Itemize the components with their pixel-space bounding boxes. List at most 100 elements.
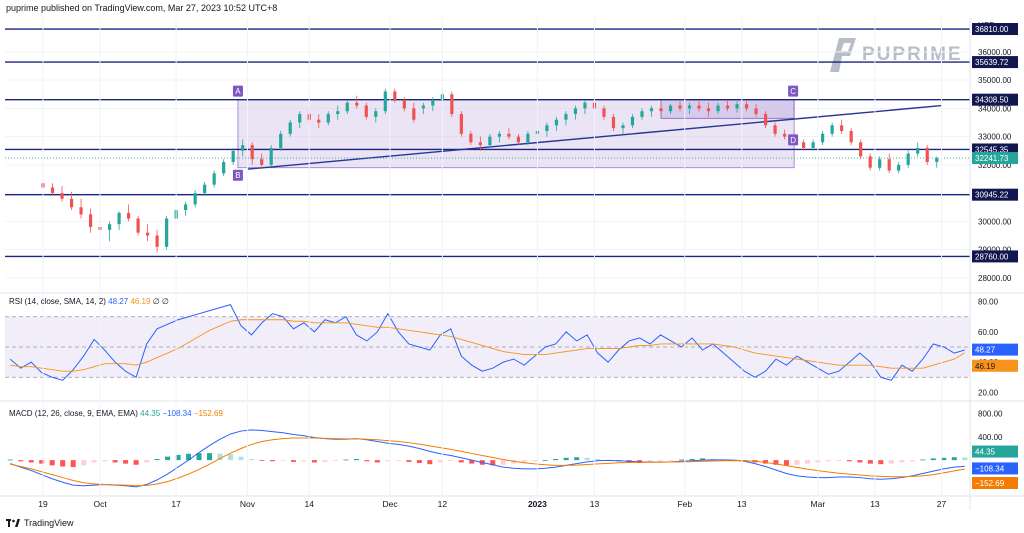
- macd-legend-title: MACD (12, 26, close, 9, EMA, EMA): [9, 409, 138, 418]
- candle-body: [802, 142, 806, 148]
- candle-body: [69, 198, 74, 208]
- rsi-sma-value-tag-bg: [972, 359, 1018, 372]
- macd-histogram-bar: [448, 460, 454, 461]
- rsi-legend-value: 48.27: [108, 297, 129, 306]
- macd-histogram-bar: [175, 454, 181, 461]
- macd-histogram-bar: [437, 460, 443, 463]
- candle-body: [878, 159, 882, 168]
- candle-body: [906, 153, 910, 165]
- macd-histogram-bar: [500, 460, 506, 465]
- time-axis[interactable]: 19 Oct 17 Nov 14 Dec 12 2023 13 Feb 13 Mar 13 27: [0, 18, 1024, 509]
- candle-body: [450, 94, 454, 115]
- candle-body: [545, 125, 549, 131]
- candle-body: [611, 116, 616, 129]
- rsi-pane[interactable]: [5, 304, 970, 381]
- macd-histogram-bar: [427, 460, 433, 465]
- candle-body: [393, 91, 397, 100]
- candle-body: [763, 114, 768, 126]
- candle-body: [146, 232, 150, 236]
- candle-body: [60, 193, 64, 199]
- level-tag: 34308.50: [975, 96, 1009, 105]
- macd-histogram-bar: [595, 458, 601, 461]
- macd-legend[interactable]: MACD (12, 26, close, 9, EMA, EMA) 44.35 …: [9, 409, 223, 418]
- candle-body: [222, 162, 226, 174]
- candle-body: [155, 235, 159, 247]
- candle-body: [260, 159, 264, 165]
- candle-body: [925, 147, 929, 163]
- macd-histogram-bar: [469, 460, 475, 464]
- macd-histogram-bar: [49, 460, 55, 466]
- macd-histogram-bar: [542, 460, 548, 461]
- macd-signal-line: [10, 437, 965, 487]
- macd-histogram-bar: [553, 458, 559, 461]
- macd-hist-value-tag: 44.35: [975, 448, 996, 457]
- macd-histogram-bar: [217, 453, 223, 461]
- tradingview-footer-text: TradingView: [24, 518, 74, 528]
- macd-pane[interactable]: [7, 429, 968, 488]
- candle-body: [640, 111, 644, 117]
- macd-histogram-bar: [91, 460, 97, 463]
- macd-histogram-bar: [888, 460, 894, 464]
- level-tag-bg: [972, 56, 1018, 69]
- candle-body: [583, 102, 587, 109]
- candle-body: [554, 119, 559, 126]
- macd-histogram-bar: [301, 460, 307, 462]
- last-price-tag-bg: [972, 152, 1018, 165]
- level-tag-bg: [972, 93, 1018, 106]
- macd-histogram-bar: [574, 457, 580, 461]
- macd-histogram-bar: [532, 460, 538, 462]
- rsi-line: [9, 304, 965, 381]
- candle-body: [602, 108, 606, 117]
- macd-histogram-bar: [825, 460, 831, 462]
- level-tag-bg: [972, 23, 1018, 36]
- pattern-point-label: C: [790, 87, 796, 96]
- price-axis[interactable]: USD28000.0029000.0030000.0031000.0032000…: [969, 18, 1018, 510]
- macd-histogram-bar: [395, 460, 401, 461]
- macd-histogram-bar: [804, 460, 810, 464]
- price-pane[interactable]: A B C D: [5, 28, 970, 279]
- price-tick-label: 36000.00: [978, 48, 1012, 57]
- macd-histogram-bar: [783, 460, 789, 466]
- rsi-legend-icons: ∅ ∅: [152, 297, 169, 306]
- x-tick-label: 13: [870, 499, 880, 509]
- tradingview-footer[interactable]: TradingView: [6, 518, 74, 528]
- x-tick-label: 13: [737, 499, 747, 509]
- pattern-point-tag[interactable]: [232, 85, 243, 97]
- candle-body: [887, 159, 891, 171]
- macd-histogram-bar: [196, 453, 202, 461]
- macd-histogram-bar: [248, 458, 254, 461]
- macd-line-value-tag: −108.34: [975, 464, 1005, 473]
- macd-histogram-bar: [878, 460, 884, 465]
- candle-body: [117, 212, 121, 225]
- x-tick-label: Mar: [811, 499, 826, 509]
- macd-hist-value-tag-bg: [972, 445, 1018, 458]
- candle-body: [897, 164, 901, 171]
- candle-body: [298, 114, 302, 123]
- pattern-point-tag[interactable]: [232, 169, 243, 181]
- candle-body: [107, 224, 112, 230]
- candle-body: [279, 133, 283, 148]
- candle-body: [859, 142, 863, 157]
- candle-body: [668, 105, 673, 112]
- candle-body: [212, 173, 216, 185]
- macd-histogram-bar: [511, 460, 517, 464]
- macd-histogram-bar: [60, 460, 66, 467]
- pattern-point-tag[interactable]: [788, 85, 799, 97]
- rsi-tick-label: 60.00: [978, 328, 999, 337]
- candle-body: [697, 105, 701, 109]
- pattern-point-label: A: [235, 87, 241, 96]
- candle-body: [725, 105, 730, 109]
- macd-histogram-bar: [846, 460, 852, 462]
- pattern-point-tag[interactable]: [788, 134, 799, 146]
- macd-line: [10, 429, 965, 488]
- rsi-legend[interactable]: RSI (14, close, SMA, 14, 2) 48.27 46.19 …: [9, 297, 169, 306]
- macd-histogram-bar: [18, 460, 24, 462]
- macd-histogram-bar: [584, 457, 590, 461]
- x-tick-label: Oct: [93, 499, 107, 509]
- candle-body: [507, 133, 511, 137]
- candle-body: [687, 105, 692, 109]
- macd-histogram-bar: [39, 460, 45, 464]
- price-tick-label: 29000.00: [978, 246, 1012, 255]
- macd-histogram-bar: [668, 460, 674, 461]
